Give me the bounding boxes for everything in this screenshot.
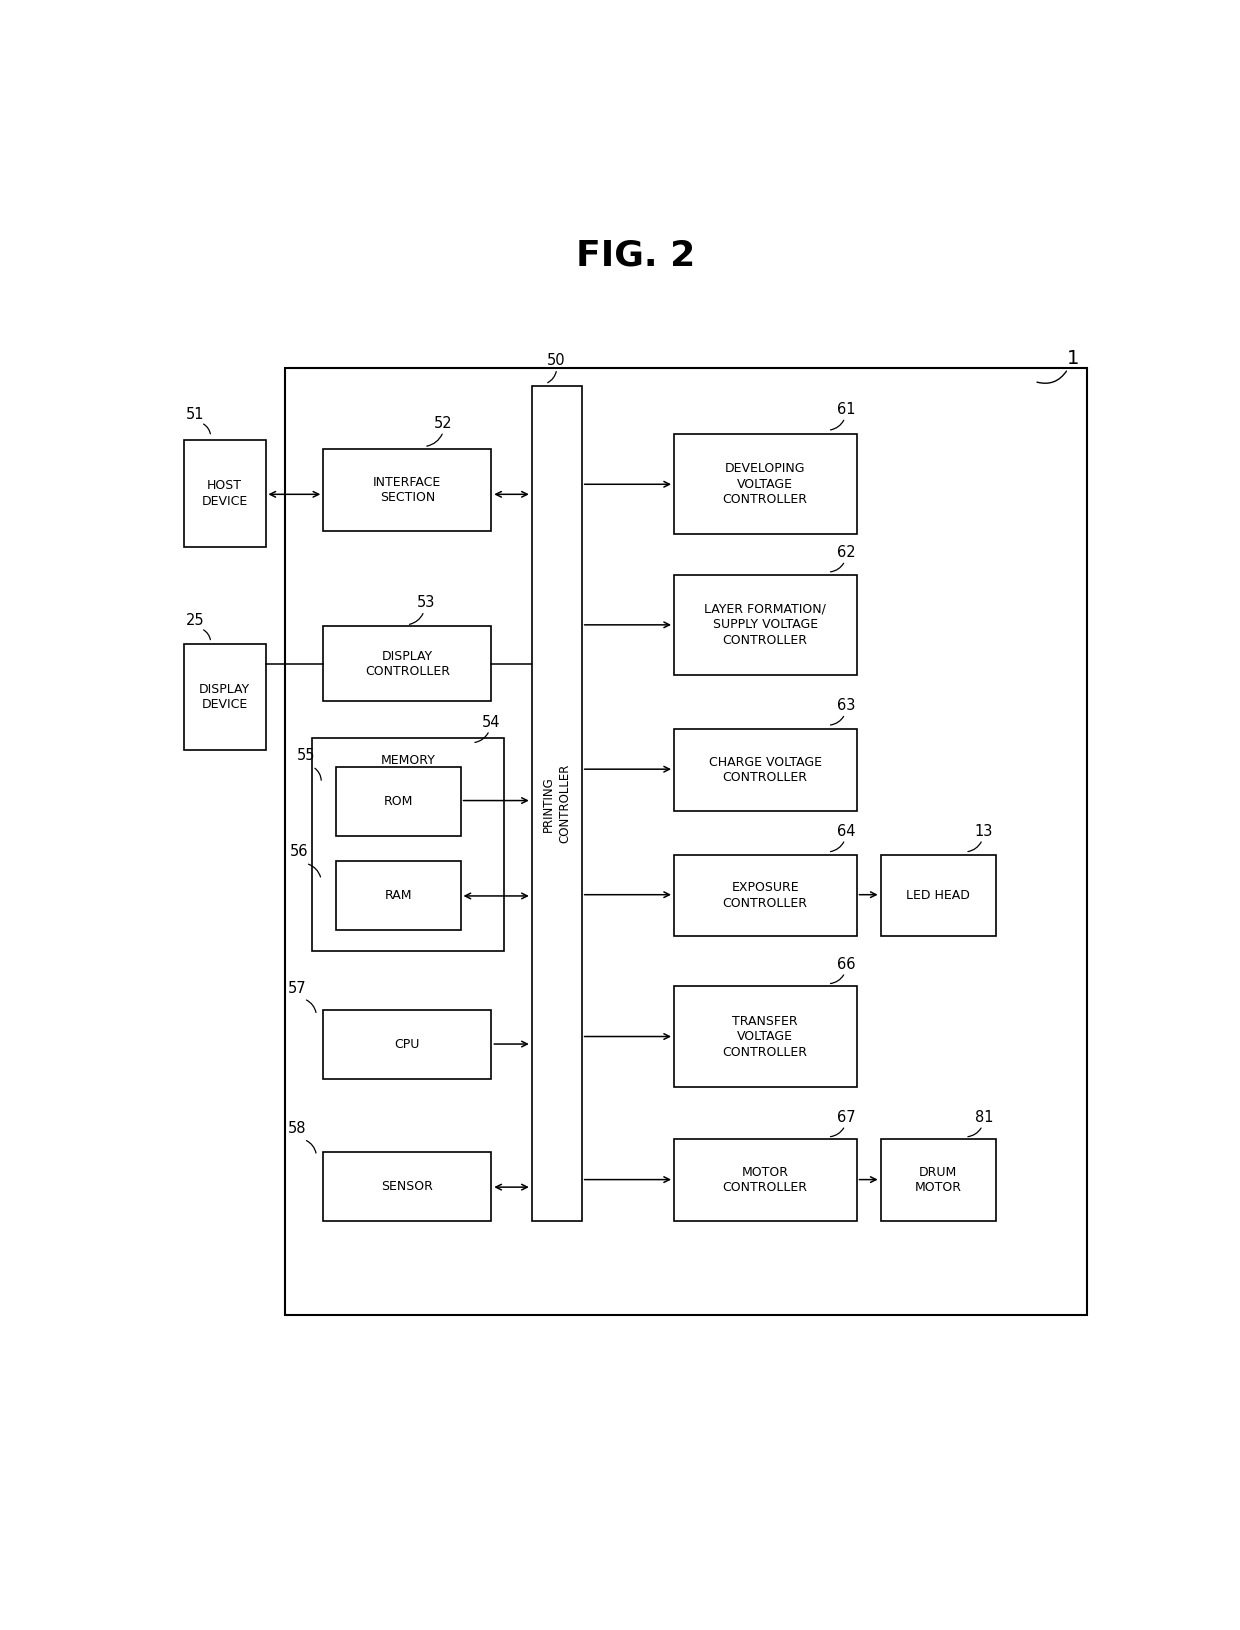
Text: LED HEAD: LED HEAD (906, 888, 970, 901)
Bar (880, 854, 996, 936)
Text: 52: 52 (434, 416, 453, 430)
Text: 66: 66 (837, 957, 856, 971)
Bar (336, 766, 460, 836)
Text: 55: 55 (298, 748, 316, 763)
Text: 54: 54 (481, 714, 500, 730)
Text: 56: 56 (290, 844, 308, 859)
Bar (675, 986, 857, 1087)
Text: DISPLAY
CONTROLLER: DISPLAY CONTROLLER (365, 649, 450, 678)
Text: 51: 51 (186, 408, 205, 422)
Bar (336, 861, 460, 929)
Text: 61: 61 (837, 403, 856, 417)
Text: 58: 58 (288, 1121, 306, 1136)
Text: SENSOR: SENSOR (382, 1180, 433, 1193)
Text: 53: 53 (417, 595, 435, 610)
Bar (880, 1139, 996, 1221)
Text: 62: 62 (837, 544, 856, 561)
Bar (324, 1011, 491, 1079)
Text: RAM: RAM (384, 888, 412, 901)
Text: 57: 57 (288, 981, 306, 996)
Bar (532, 386, 582, 1221)
Text: FIG. 2: FIG. 2 (575, 240, 696, 272)
Text: CHARGE VOLTAGE
CONTROLLER: CHARGE VOLTAGE CONTROLLER (709, 756, 822, 784)
Text: MEMORY: MEMORY (381, 755, 435, 766)
Bar (285, 367, 1087, 1315)
Text: EXPOSURE
CONTROLLER: EXPOSURE CONTROLLER (723, 882, 807, 910)
Text: 64: 64 (837, 823, 856, 839)
Bar (324, 626, 491, 701)
Text: 50: 50 (547, 354, 565, 368)
Bar (675, 434, 857, 535)
Text: TRANSFER
VOLTAGE
CONTROLLER: TRANSFER VOLTAGE CONTROLLER (723, 1014, 807, 1058)
Bar (184, 440, 265, 548)
Text: CPU: CPU (394, 1038, 420, 1051)
Bar (675, 575, 857, 675)
Text: INTERFACE
SECTION: INTERFACE SECTION (373, 476, 441, 504)
Text: 67: 67 (837, 1110, 856, 1125)
Text: LAYER FORMATION/
SUPPLY VOLTAGE
CONTROLLER: LAYER FORMATION/ SUPPLY VOLTAGE CONTROLL… (704, 603, 826, 647)
Bar (675, 1139, 857, 1221)
Bar (324, 450, 491, 531)
Bar (311, 738, 503, 952)
Text: ROM: ROM (383, 795, 413, 808)
Text: DISPLAY
DEVICE: DISPLAY DEVICE (200, 683, 250, 711)
Text: 13: 13 (975, 823, 993, 839)
Text: 63: 63 (837, 698, 856, 714)
Text: DRUM
MOTOR: DRUM MOTOR (915, 1165, 962, 1195)
Text: MOTOR
CONTROLLER: MOTOR CONTROLLER (723, 1165, 807, 1195)
Text: 81: 81 (975, 1110, 993, 1125)
Bar (324, 1152, 491, 1221)
Text: HOST
DEVICE: HOST DEVICE (202, 479, 248, 509)
Text: 25: 25 (186, 613, 205, 628)
Bar (184, 644, 265, 750)
Bar (675, 854, 857, 936)
Bar (675, 729, 857, 810)
Text: DEVELOPING
VOLTAGE
CONTROLLER: DEVELOPING VOLTAGE CONTROLLER (723, 463, 807, 507)
Text: 1: 1 (1066, 349, 1079, 368)
Text: PRINTING
CONTROLLER: PRINTING CONTROLLER (542, 764, 572, 843)
